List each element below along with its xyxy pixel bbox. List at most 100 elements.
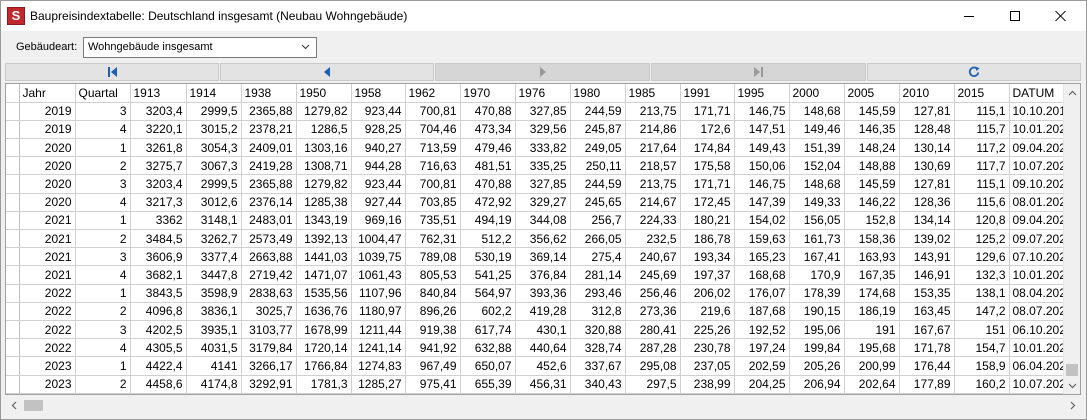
table-cell[interactable]: 1241,14 (351, 338, 406, 358)
table-cell[interactable]: 199,84 (789, 338, 845, 358)
table-cell[interactable]: 09.04.202 (1009, 138, 1068, 158)
vertical-scrollbar[interactable] (1063, 84, 1080, 394)
table-cell[interactable]: 153,35 (899, 284, 955, 303)
column-header[interactable]: 1976 (515, 84, 571, 103)
table-cell[interactable]: 1039,75 (351, 247, 406, 267)
table-cell[interactable]: 700,81 (405, 102, 461, 121)
table-cell[interactable]: 08.01.202 (1009, 193, 1068, 212)
table-cell[interactable]: 1211,44 (351, 320, 406, 340)
table-row[interactable]: 2022 1 3843,5 3598,9 2838,63 1535,56 1107,96 84… (6, 284, 1068, 303)
table-cell[interactable]: 3606,9 (130, 247, 187, 267)
table-cell[interactable]: 159,63 (734, 229, 790, 249)
table-cell[interactable]: 1 (75, 356, 131, 376)
table-cell[interactable]: 2020 (19, 156, 76, 176)
table-cell[interactable]: 3262,7 (186, 229, 242, 249)
table-cell[interactable]: 3 (75, 102, 131, 121)
table-cell[interactable]: 3836,1 (186, 302, 242, 321)
table-cell[interactable]: 130,69 (899, 156, 955, 176)
table-cell[interactable]: 10.01.202 (1009, 120, 1068, 140)
table-cell[interactable]: 218,57 (625, 156, 681, 176)
table-cell[interactable]: 470,88 (460, 102, 516, 121)
last-record-button[interactable] (651, 63, 866, 81)
table-cell[interactable]: 3015,2 (186, 120, 242, 140)
table-cell[interactable]: 148,88 (844, 156, 900, 176)
table-cell[interactable]: 632,88 (460, 338, 516, 358)
table-cell[interactable]: 154,02 (734, 211, 790, 231)
column-header[interactable]: 2005 (844, 84, 900, 103)
table-cell[interactable]: 2021 (19, 211, 76, 231)
maximize-button[interactable] (992, 1, 1038, 31)
table-cell[interactable]: 1392,13 (296, 229, 352, 249)
table-cell[interactable]: 2019 (19, 120, 76, 140)
table-cell[interactable]: 479,46 (460, 138, 516, 158)
table-cell[interactable]: 2 (75, 156, 131, 176)
table-cell[interactable]: 187,68 (734, 302, 790, 321)
table-cell[interactable]: 494,19 (460, 211, 516, 231)
table-row[interactable]: 2020 4 3217,3 3012,6 2376,14 1285,38 927,44 703… (6, 193, 1068, 212)
table-cell[interactable]: 419,28 (515, 302, 571, 321)
table-cell[interactable]: 256,46 (625, 284, 681, 303)
table-cell[interactable]: 195,68 (844, 338, 900, 358)
table-cell[interactable]: 148,24 (844, 138, 900, 158)
row-selector[interactable] (6, 302, 20, 321)
table-cell[interactable]: 177,89 (899, 375, 955, 394)
table-cell[interactable]: 530,19 (460, 247, 516, 267)
table-cell[interactable]: 3935,1 (186, 320, 242, 340)
table-cell[interactable]: 115,7 (954, 120, 1010, 140)
column-header[interactable]: 1913 (130, 84, 187, 103)
column-header[interactable]: 1962 (405, 84, 461, 103)
table-cell[interactable]: 08.04.202 (1009, 284, 1068, 303)
table-cell[interactable]: 3025,7 (241, 302, 297, 321)
table-cell[interactable]: 06.04.202 (1009, 356, 1068, 376)
table-cell[interactable]: 3 (75, 320, 131, 340)
table-cell[interactable]: 2365,88 (241, 174, 297, 194)
table-cell[interactable]: 564,97 (460, 284, 516, 303)
table-cell[interactable]: 481,51 (460, 156, 516, 176)
table-cell[interactable]: 172,45 (680, 193, 735, 212)
table-cell[interactable]: 171,71 (680, 174, 735, 194)
table-cell[interactable]: 09.04.202 (1009, 211, 1068, 231)
table-cell[interactable]: 127,81 (899, 102, 955, 121)
table-cell[interactable]: 120,8 (954, 211, 1010, 231)
table-cell[interactable]: 2022 (19, 320, 76, 340)
column-header[interactable]: 1995 (734, 84, 790, 103)
table-cell[interactable]: 340,43 (570, 375, 626, 394)
table-row[interactable]: 2022 4 4305,5 4031,5 3179,84 1720,14 1241,14 94… (6, 338, 1068, 358)
table-cell[interactable]: 287,28 (625, 338, 681, 358)
scroll-down-button[interactable] (1064, 377, 1080, 394)
table-cell[interactable]: 238,99 (680, 375, 735, 394)
table-cell[interactable]: 237,05 (680, 356, 735, 376)
table-cell[interactable]: 158,9 (954, 356, 1010, 376)
table-cell[interactable]: 195,06 (789, 320, 845, 340)
table-cell[interactable]: 165,23 (734, 247, 790, 267)
table-cell[interactable]: 2 (75, 229, 131, 249)
table-row[interactable]: 2021 4 3682,1 3447,8 2719,42 1471,07 1061,43 80… (6, 265, 1068, 285)
table-cell[interactable]: 789,08 (405, 247, 461, 267)
row-selector[interactable] (6, 338, 20, 358)
table-cell[interactable]: 716,63 (405, 156, 461, 176)
table-cell[interactable]: 10.07.202 (1009, 156, 1068, 176)
table-cell[interactable]: 3362 (130, 211, 187, 231)
column-header[interactable]: Jahr (19, 84, 76, 103)
table-cell[interactable]: 134,14 (899, 211, 955, 231)
table-cell[interactable]: 700,81 (405, 174, 461, 194)
table-cell[interactable]: 1180,97 (351, 302, 406, 321)
table-cell[interactable]: 148,68 (789, 174, 845, 194)
table-row[interactable]: 2019 3 3203,4 2999,5 2365,88 1279,82 923,44 700… (6, 102, 1068, 121)
table-cell[interactable]: 762,31 (405, 229, 461, 249)
table-cell[interactable]: 06.10.202 (1009, 320, 1068, 340)
table-cell[interactable]: 1285,38 (296, 193, 352, 212)
table-cell[interactable]: 2023 (19, 356, 76, 376)
table-cell[interactable]: 941,92 (405, 338, 461, 358)
table-cell[interactable]: 975,41 (405, 375, 461, 394)
table-cell[interactable]: 1 (75, 284, 131, 303)
table-cell[interactable]: 186,19 (844, 302, 900, 321)
table-cell[interactable]: 205,26 (789, 356, 845, 376)
row-selector[interactable] (6, 138, 20, 158)
row-selector[interactable] (6, 102, 20, 121)
table-cell[interactable]: 245,65 (570, 193, 626, 212)
table-cell[interactable]: 10.07.202 (1009, 375, 1068, 394)
table-cell[interactable]: 295,08 (625, 356, 681, 376)
table-cell[interactable]: 150,06 (734, 156, 790, 176)
table-cell[interactable]: 919,38 (405, 320, 461, 340)
